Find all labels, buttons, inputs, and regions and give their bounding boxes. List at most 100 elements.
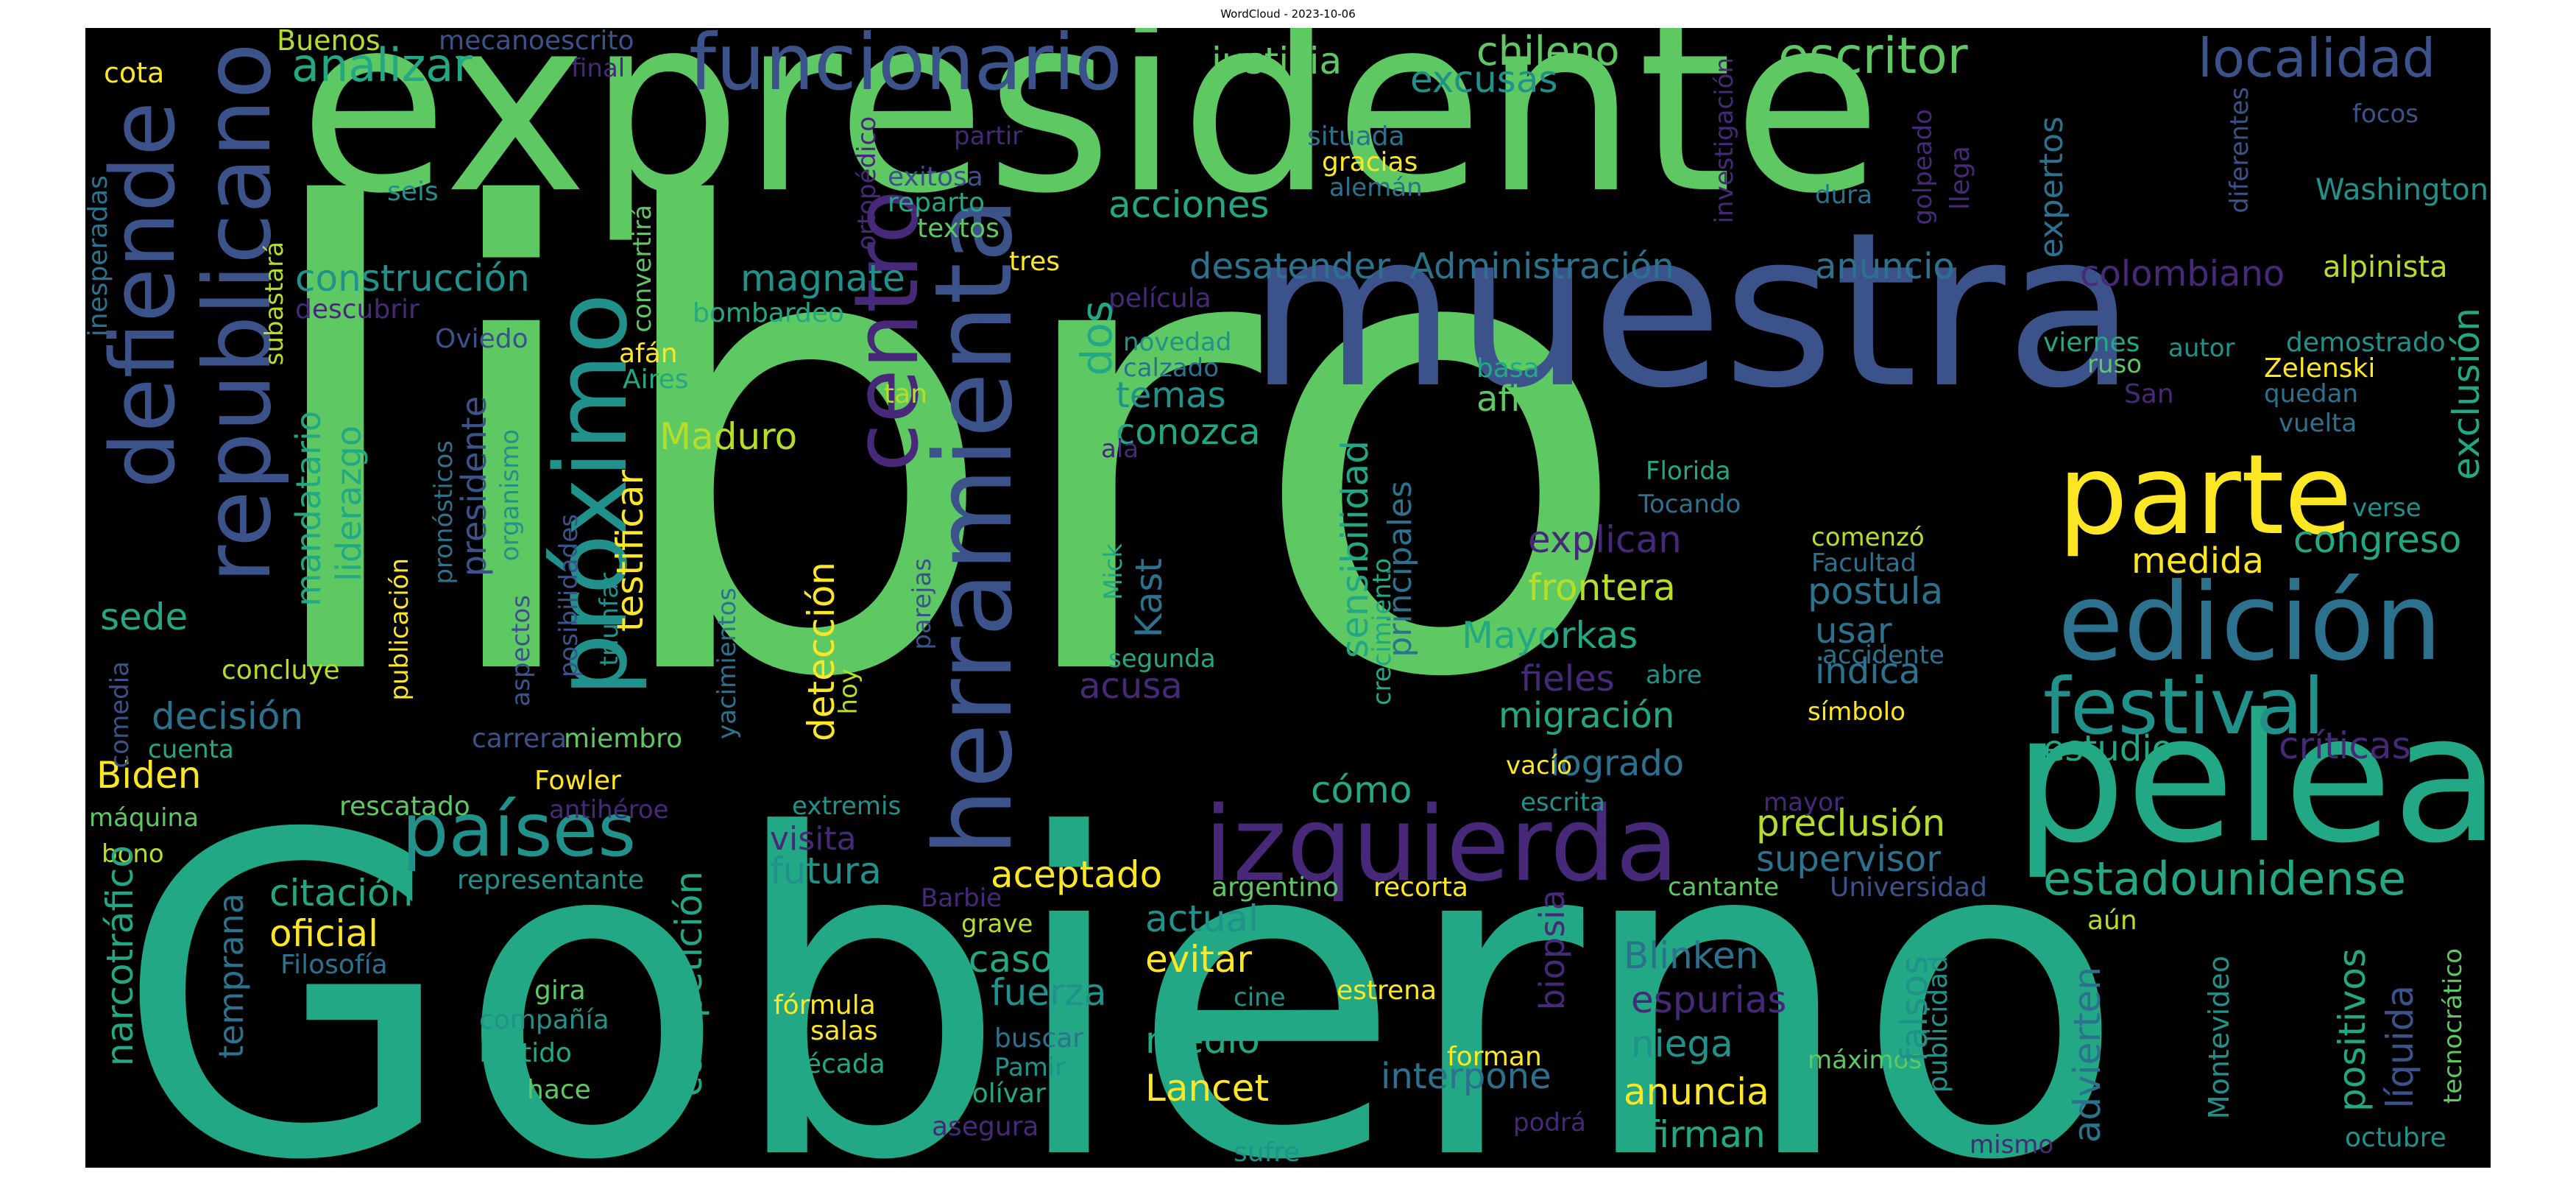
word-mick: Mick [1099,543,1128,601]
word-ala: ala [1101,434,1139,464]
word-subastara: subastará [260,241,289,366]
word-yacimientos: yacimientos [712,588,742,739]
word-golpeado: golpeado [1908,109,1938,225]
word-temas: temas [1116,375,1226,416]
word-escritor: escritor [1778,28,1968,85]
word-analizar: analizar [291,38,473,92]
word-blinken: Blinken [1624,934,1759,977]
word-medio: medio [1145,1019,1260,1062]
word-segunda: segunda [1108,644,1216,674]
word-afinar: afinar [1476,378,1579,420]
word-partir: partir [954,121,1023,151]
word-ruso: ruso [2087,350,2142,379]
word-desatender: desatender [1189,246,1390,287]
word-estrena: estrena [1337,976,1437,1006]
word-aleman: alemán [1329,173,1423,202]
word-criticas: críticas [2279,724,2411,767]
word-indica: indica [1815,651,1921,692]
word-llega: llega [1945,146,1975,211]
word-pronosticos: pronósticos [429,440,459,585]
word-construccion: construcción [295,257,530,300]
word-temprana: temprana [211,893,251,1059]
word-positivos: positivos [2331,948,2374,1112]
word-oficial: oficial [269,912,378,955]
word-descubrir: descubrir [295,294,420,325]
word-inesperadas: inesperadas [85,175,113,337]
word-lancet: Lancet [1145,1067,1270,1110]
word-comenzo: comenzó [1811,523,1925,552]
word-hace: hace [527,1075,591,1105]
word-anuncia: anuncia [1624,1071,1769,1113]
word-funcionario: funcionario [689,28,1122,107]
word-narcotrafico: narcotráfico [99,845,141,1067]
word-libro: libro [247,79,1635,816]
word-organismo: organismo [495,429,525,562]
word-tres: tres [1009,247,1061,277]
word-muestra: muestra [1248,187,2137,435]
word-mecanoescrito: mecanoescrito [439,28,634,56]
word-gracias: gracias [1322,147,1418,177]
word-filosofia: Filosofía [280,950,388,980]
word-magnate: magnate [740,257,905,300]
word-gobierno: Gobierno [115,742,2126,1168]
word-comedia: comedia [105,661,135,769]
word-podra: podrá [1513,1108,1586,1138]
word-novedad: novedad [1123,328,1232,357]
word-maquina: máquina [89,803,199,833]
word-convertira: convertirá [628,205,657,333]
word-escrita: escrita [1521,788,1605,817]
word-excusas: excusas [1410,58,1558,101]
word-publicidad: publicidad [1923,956,1953,1093]
word-cota: cota [104,57,165,89]
word-parte: parte [2058,431,2352,560]
word-frontera: frontera [1528,566,1676,609]
word-crecimiento: crecimiento [1367,558,1397,706]
word-calzado: calzado [1123,353,1220,383]
word-congreso: congreso [2293,518,2462,561]
word-facultad: Facultad [1811,549,1917,578]
word-colombiano: colombiano [2080,253,2285,294]
word-anuncio: anuncio [1815,246,1955,287]
word-dos: dos [1072,300,1122,376]
word-carrera: carrera [472,724,567,754]
word-textos: textos [917,214,999,244]
word-florida: Florida [1646,456,1731,486]
word-presidente: presidente [454,396,494,577]
word-vuelta: vuelta [2279,409,2357,438]
word-mandatario: mandatario [289,411,328,607]
word-advierten: advierten [2066,967,2109,1143]
word-acciones: acciones [1108,183,1270,226]
word-aires: Aires [623,364,689,395]
word-vacio: vacío [1506,751,1572,780]
word-evitar: evitar [1145,938,1253,981]
word-edicion: edición [2058,560,2443,685]
word-cloud: libro Gobierno expresidente muestra pele… [85,28,2491,1168]
word-logrado: logrado [1550,743,1685,784]
word-citacion: citación [269,872,414,914]
word-grave: grave [961,909,1033,939]
word-afirman: afirman [1624,1113,1766,1156]
figure-title: WordCloud - 2023-10-06 [1220,7,1356,21]
word-exitosa: exitosa [888,162,983,192]
word-pelea: pelea [2014,676,2491,882]
word-migracion: migración [1498,695,1675,736]
word-representante: representante [457,865,645,895]
word-fowler: Fowler [534,766,621,796]
word-espurias: espurias [1631,978,1787,1021]
word-extremis: extremis [792,791,902,821]
word-autor: autor [2168,334,2235,363]
word-compania: compañía [479,1005,609,1035]
word-aceptado: aceptado [991,853,1163,896]
word-visita: visita [770,820,857,858]
word-octubre: octubre [2345,1123,2446,1153]
word-mayor: mayor [1763,788,1844,817]
word-salas: salas [810,1016,878,1046]
word-buenos: Buenos [277,28,381,57]
word-aun: aún [2087,906,2137,936]
word-medida: medida [2131,540,2264,582]
word-festival: festival [2043,662,2325,752]
word-viernes: viernes [2043,328,2140,358]
word-forman: forman [1447,1042,1542,1072]
word-barbie: Barbie [921,884,1002,913]
word-conozca: conozca [1116,412,1261,453]
